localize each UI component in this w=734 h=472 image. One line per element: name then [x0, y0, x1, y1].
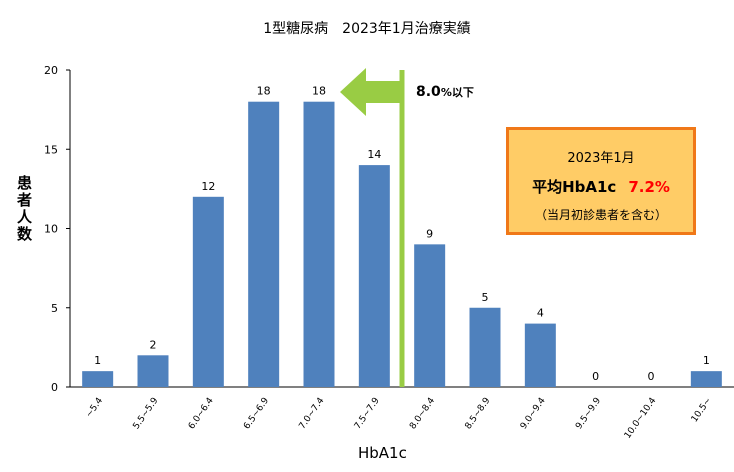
bar-value-label: 14 — [367, 148, 381, 161]
x-tick-label: 9.5~9.9 — [574, 396, 603, 432]
bar-value-label: 18 — [257, 85, 271, 98]
x-tick-label: 7.0~7.4 — [298, 396, 327, 432]
bar-value-label: 9 — [426, 227, 433, 240]
info-box-average-label: 平均HbA1c — [532, 178, 617, 196]
bar-value-label: 1 — [94, 354, 101, 367]
left-arrow-icon — [340, 68, 400, 116]
x-tick-label: 10.0~10.4 — [623, 396, 659, 441]
bar-value-label: 0 — [592, 370, 599, 383]
bar — [303, 101, 335, 387]
bar — [414, 244, 446, 387]
bar — [137, 355, 169, 387]
y-tick-label: 15 — [44, 143, 58, 156]
bar — [469, 307, 501, 387]
bar-value-label: 5 — [482, 291, 489, 304]
bar-value-label: 18 — [312, 85, 326, 98]
x-tick-label: 8.5~8.9 — [464, 396, 493, 432]
threshold-value: 8.0 — [416, 84, 441, 100]
bar — [358, 165, 390, 387]
threshold-line — [399, 70, 405, 387]
bar-value-label: 4 — [537, 307, 544, 320]
average-info-box: 2023年1月 平均HbA1c 7.2% （当月初診患者を含む） — [506, 127, 696, 235]
y-tick-label: 0 — [51, 381, 58, 394]
y-tick-label: 20 — [44, 64, 58, 77]
threshold-suffix: %以下 — [440, 86, 474, 99]
y-tick-label: 10 — [44, 223, 58, 236]
x-tick-label: 7.5~7.9 — [353, 396, 382, 432]
x-tick-label: 8.0~8.4 — [408, 396, 437, 432]
bar — [248, 101, 280, 387]
x-tick-label: 5.5~5.9 — [132, 396, 161, 432]
info-box-note: （当月初診患者を含む） — [534, 208, 667, 222]
bar-value-label: 2 — [150, 338, 157, 351]
x-tick-label: 6.5~6.9 — [242, 396, 271, 432]
chart-title: 1型糖尿病 2023年1月治療実績 — [263, 21, 471, 37]
y-axis-label: 患者人数 — [15, 175, 33, 243]
bar-value-label: 1 — [703, 354, 710, 367]
x-tick-label: 6.0~6.4 — [187, 396, 216, 432]
info-box-average-value: 7.2% — [628, 178, 670, 196]
x-tick-label: 10.5~ — [690, 396, 714, 424]
bar-value-label: 12 — [201, 180, 215, 193]
info-box-month: 2023年1月 — [567, 151, 635, 166]
bar — [690, 371, 722, 387]
threshold-label: 8.0%以下 — [416, 84, 474, 100]
y-tick-label: 5 — [51, 302, 58, 315]
bar — [192, 196, 224, 387]
x-tick-label: 9.0~9.4 — [519, 396, 548, 432]
x-tick-label: ~5.4 — [84, 396, 105, 420]
bar — [82, 371, 114, 387]
bar — [524, 323, 556, 387]
bar-value-label: 0 — [648, 370, 655, 383]
info-box-average: 平均HbA1c 7.2% — [509, 176, 693, 197]
x-axis-label: HbA1c — [358, 444, 407, 462]
